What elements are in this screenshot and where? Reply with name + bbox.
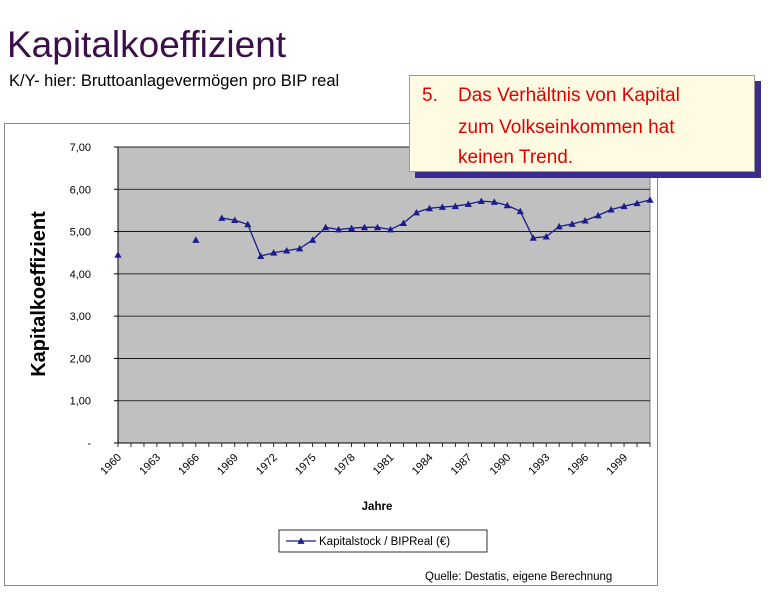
- data-point-marker: [555, 222, 563, 230]
- data-point-marker: [322, 223, 330, 231]
- y-tick-label: 7,00: [70, 142, 91, 154]
- data-point-marker: [360, 223, 369, 231]
- x-tick-label: 1969: [215, 452, 241, 478]
- source-note: Quelle: Destatis, eigene Berechnung: [425, 571, 613, 583]
- slide-title: Kapitalkoeffizient: [7, 24, 287, 65]
- x-tick-label: 1996: [565, 452, 591, 478]
- y-tick-label: 3,00: [70, 311, 91, 323]
- data-point-marker: [218, 214, 226, 221]
- data-point-marker: [257, 252, 265, 259]
- x-tick-label: 1993: [527, 452, 553, 478]
- callout-number: 5.: [422, 85, 438, 106]
- y-tick-label: 1,00: [70, 396, 91, 408]
- data-point-marker: [477, 197, 485, 205]
- callout-box: 5. Das Verhältnis von Kapital zum Volkse…: [409, 75, 755, 172]
- data-point-marker: [464, 200, 472, 207]
- callout-line-3: keinen Trend.: [458, 147, 574, 168]
- x-tick-label: 1972: [254, 452, 280, 478]
- data-point-marker: [192, 236, 200, 243]
- data-point-marker: [490, 198, 498, 205]
- chart-svg: - 1,00 2,00 3,00 4,00 5,00 6,00 7,00 1960 1963 19…: [28, 142, 654, 553]
- x-axis-label: Jahre: [362, 501, 393, 513]
- data-point-marker: [347, 224, 356, 232]
- callout-line-2: zum Volkseinkommen hat: [458, 117, 675, 138]
- callout-line-1: Das Verhältnis von Kapital: [458, 85, 680, 106]
- x-tick-label: 1984: [410, 452, 436, 478]
- y-tick-label: 6,00: [70, 184, 91, 196]
- x-tick-label: 1975: [293, 452, 319, 478]
- data-point-marker: [114, 251, 122, 258]
- x-tick-label: 1987: [449, 452, 475, 478]
- data-point-marker: [425, 204, 434, 212]
- data-point-marker: [542, 233, 550, 240]
- data-point-marker: [270, 249, 278, 256]
- slide-subtitle: K/Y- hier: Bruttoanlagevermögen pro BIP …: [9, 72, 340, 90]
- data-point-marker: [516, 207, 524, 215]
- data-point-marker: [309, 236, 317, 243]
- data-point-marker: [620, 202, 628, 210]
- data-point-marker: [607, 205, 615, 213]
- data-point-marker: [529, 234, 537, 241]
- legend-box: [278, 529, 488, 553]
- x-tick-label: 1999: [604, 452, 630, 478]
- series-line: [221, 199, 651, 257]
- x-tick-label: 1960: [98, 452, 124, 478]
- data-point-marker: [231, 216, 239, 224]
- data-point-marker: [386, 225, 395, 233]
- data-point-marker: [451, 202, 459, 210]
- x-tick-label: 1978: [332, 452, 358, 478]
- data-point-marker: [373, 223, 382, 231]
- data-point-marker: [296, 244, 304, 252]
- data-point-marker: [568, 220, 576, 227]
- plot-area: [117, 146, 651, 444]
- data-point-marker: [438, 203, 446, 210]
- x-tick-label: 1981: [371, 452, 397, 478]
- legend-label: Kapitalstock / BIPReal (€): [319, 536, 450, 548]
- x-tick-label: 1990: [488, 452, 514, 478]
- chart-frame: - 1,00 2,00 3,00 4,00 5,00 6,00 7,00 1960 1963 19…: [4, 123, 658, 586]
- legend: Kapitalstock / BIPReal (€): [278, 529, 488, 553]
- data-point-marker: [646, 196, 654, 203]
- y-tick-label: 5,00: [70, 227, 91, 239]
- data-point-marker: [594, 211, 602, 219]
- data-point-marker: [503, 201, 511, 209]
- x-tick-label: 1963: [137, 452, 163, 478]
- data-point-marker: [334, 225, 343, 233]
- data-point-marker: [244, 220, 252, 228]
- data-point-marker: [412, 208, 421, 216]
- y-tick-label: -: [87, 438, 91, 450]
- x-tick-label: 1966: [176, 452, 202, 478]
- data-point-marker: [283, 247, 291, 254]
- data-point-marker: [581, 216, 589, 224]
- legend-marker-icon: [297, 537, 305, 544]
- data-point-marker: [633, 199, 641, 207]
- y-tick-label: 2,00: [70, 353, 91, 365]
- y-tick-label: 4,00: [70, 269, 91, 281]
- data-point-marker: [399, 219, 408, 226]
- y-axis-label: Kapitalkoeffizient: [28, 211, 50, 377]
